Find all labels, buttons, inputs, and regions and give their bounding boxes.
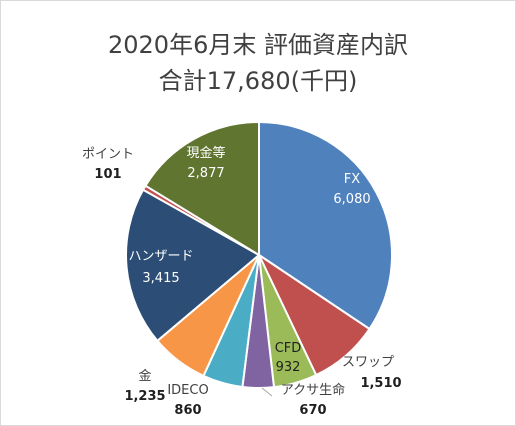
slice-label-name-1: スワップ xyxy=(342,355,394,370)
pie-slice-8 xyxy=(144,120,260,257)
slice-label-name-4: IDECO xyxy=(167,383,208,398)
slice-label-value-1: 1,510 xyxy=(360,376,401,391)
slice-label-value-5: 1,235 xyxy=(124,389,165,404)
slice-label-value-6: 3,415 xyxy=(142,271,179,286)
slice-label-value-0: 6,080 xyxy=(333,192,370,207)
slice-label-value-2: 932 xyxy=(276,360,301,375)
slice-label-name-5: 金 xyxy=(138,368,151,384)
slice-label-value-7: 101 xyxy=(94,167,121,182)
slice-label-name-8: 現金等 xyxy=(186,145,225,161)
slice-label-value-4: 860 xyxy=(174,403,201,418)
slice-label-value-8: 2,877 xyxy=(187,166,224,181)
slice-label-name-7: ポイント xyxy=(82,147,134,162)
chart-subtitle: 合計17,680(千円) xyxy=(158,67,358,95)
slice-label-name-0: FX xyxy=(344,172,360,187)
slice-label-value-3: 670 xyxy=(299,403,326,418)
leader-line-3 xyxy=(261,387,273,397)
slice-label-name-6: ハンザード xyxy=(128,249,193,264)
slice-label-name-3: アクサ生命 xyxy=(281,382,345,398)
chart-title: 2020年6月末 評価資産内訳 xyxy=(108,31,408,59)
pie-slice-6 xyxy=(125,188,261,343)
slice-label-name-2: CFD xyxy=(275,341,302,356)
